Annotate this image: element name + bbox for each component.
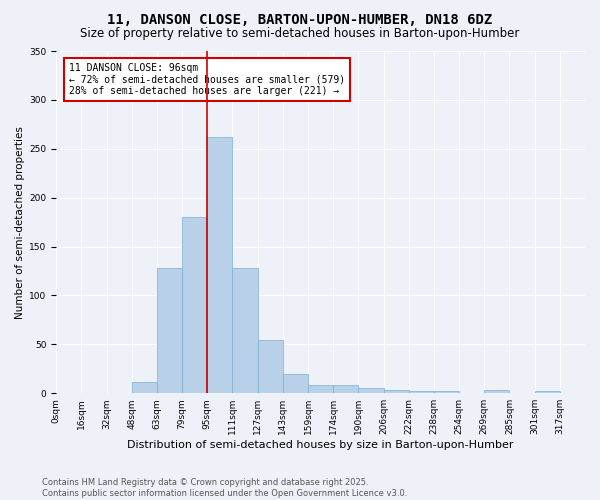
Bar <box>182 217 207 393</box>
Bar <box>358 388 383 393</box>
Text: Contains HM Land Registry data © Crown copyright and database right 2025.
Contai: Contains HM Land Registry data © Crown c… <box>42 478 407 498</box>
Bar <box>131 382 157 393</box>
Bar <box>383 390 409 393</box>
Bar <box>434 392 459 393</box>
Bar <box>157 268 182 393</box>
Bar <box>409 392 434 393</box>
Y-axis label: Number of semi-detached properties: Number of semi-detached properties <box>15 126 25 318</box>
Bar <box>283 374 308 393</box>
Bar <box>257 340 283 393</box>
Bar <box>484 390 509 393</box>
Bar <box>535 392 560 393</box>
Text: Size of property relative to semi-detached houses in Barton-upon-Humber: Size of property relative to semi-detach… <box>80 28 520 40</box>
Bar <box>333 386 358 393</box>
Bar <box>232 268 257 393</box>
Text: 11, DANSON CLOSE, BARTON-UPON-HUMBER, DN18 6DZ: 11, DANSON CLOSE, BARTON-UPON-HUMBER, DN… <box>107 12 493 26</box>
Bar <box>308 386 333 393</box>
Text: 11 DANSON CLOSE: 96sqm
← 72% of semi-detached houses are smaller (579)
28% of se: 11 DANSON CLOSE: 96sqm ← 72% of semi-det… <box>69 62 345 96</box>
Bar <box>207 137 232 393</box>
X-axis label: Distribution of semi-detached houses by size in Barton-upon-Humber: Distribution of semi-detached houses by … <box>127 440 514 450</box>
